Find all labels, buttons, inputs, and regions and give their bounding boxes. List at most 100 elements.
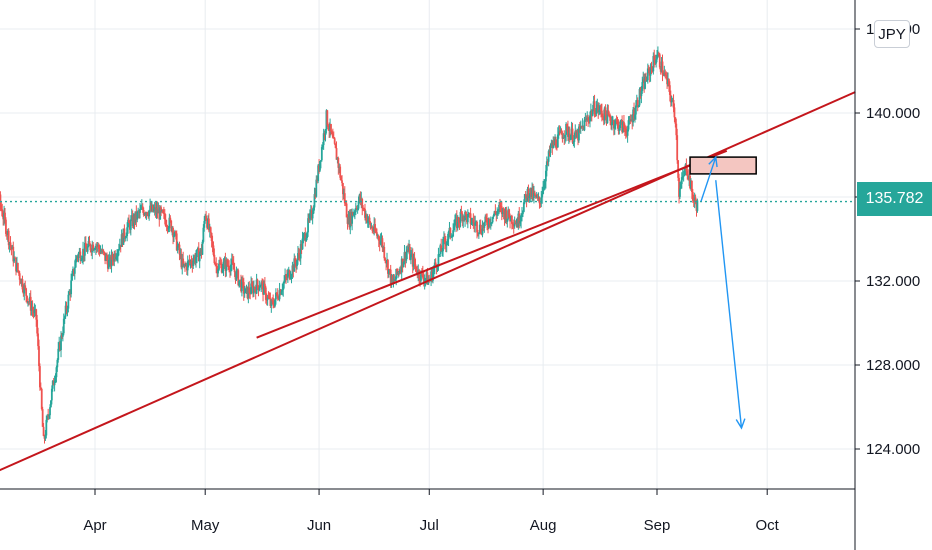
time-axis[interactable]: Apr May Jun Jul Aug Sep Oct: [83, 489, 780, 534]
candle-body: [12, 246, 15, 262]
candle-body: [340, 177, 343, 181]
candle-body: [112, 259, 115, 262]
candle-body: [244, 288, 247, 293]
candle-body: [490, 222, 493, 224]
candle-body: [30, 307, 33, 311]
candle-body: [608, 114, 611, 116]
candle-body: [431, 271, 433, 281]
candle-body: [400, 258, 403, 273]
candle-body: [222, 261, 225, 269]
candle-body: [542, 186, 545, 194]
candle-body: [615, 120, 618, 122]
candle-body: [27, 301, 30, 303]
candle-body: [488, 218, 490, 227]
candle-body: [337, 158, 340, 168]
candle-body: [619, 121, 622, 129]
candle-body: [290, 275, 293, 278]
candle-body: [455, 216, 458, 229]
annotations[interactable]: [0, 91, 856, 478]
candle-body: [560, 130, 563, 135]
candle-body: [364, 208, 366, 218]
candle-body: [529, 187, 532, 196]
candle-body: [367, 217, 370, 221]
candle-body: [27, 301, 29, 303]
candle-body: [173, 235, 175, 238]
candle-body: [234, 272, 237, 280]
candle-body: [501, 208, 504, 215]
candle-body: [345, 203, 348, 218]
candle-body: [578, 126, 581, 129]
candle-body: [588, 120, 590, 122]
candle-body: [192, 260, 195, 266]
candle-body: [108, 257, 111, 260]
candle-body: [426, 272, 429, 285]
candle-body: [41, 409, 44, 427]
candle-body: [268, 298, 271, 300]
candle-body: [220, 263, 223, 273]
candle-body: [320, 147, 323, 161]
candle-body: [275, 292, 278, 295]
candle-body: [376, 232, 378, 236]
candle-body: [489, 222, 492, 225]
candle-body: [9, 242, 12, 246]
candle-body: [241, 279, 243, 292]
candle-body: [668, 85, 671, 95]
candle-body: [227, 265, 230, 267]
candle-body: [630, 119, 633, 122]
candle-body: [49, 407, 51, 416]
candle-body: [292, 265, 295, 272]
candle-body: [151, 204, 153, 211]
candle-body: [231, 259, 234, 264]
candle-body: [604, 107, 607, 116]
candle-body: [671, 99, 674, 102]
candle-body: [418, 270, 421, 279]
currency-badge[interactable]: JPY: [874, 20, 910, 48]
candle-body: [480, 232, 483, 235]
candle-body: [262, 282, 264, 295]
candle-body: [258, 287, 261, 291]
candle-body: [289, 277, 292, 279]
candle-body: [74, 258, 77, 268]
candle-body: [187, 260, 190, 262]
candle-body: [605, 115, 608, 124]
candle-body: [291, 265, 294, 276]
candle-body: [567, 126, 569, 137]
candle-body: [453, 226, 455, 231]
candle-body: [33, 310, 36, 314]
candle-body: [620, 119, 623, 122]
candle-body: [134, 211, 137, 223]
candle-body: [477, 232, 479, 234]
candle-body: [26, 295, 28, 303]
candle-body: [522, 202, 525, 212]
candle-body: [94, 248, 96, 250]
candle-body: [503, 212, 506, 220]
candle-body: [20, 279, 23, 284]
candle-body: [2, 216, 5, 220]
candle-body: [696, 200, 699, 211]
price-axis[interactable]: 124.000128.000132.000136.000140.000144.0…: [855, 21, 920, 458]
candle-body: [407, 249, 410, 252]
candle-body: [527, 188, 530, 198]
candle-body: [422, 277, 425, 283]
candle-body: [81, 258, 84, 260]
candle-body: [16, 263, 19, 271]
candle-body: [505, 210, 508, 222]
candle-body: [277, 298, 280, 300]
candle-body: [611, 122, 613, 126]
candle-body: [433, 262, 436, 268]
candle-body: [18, 273, 21, 280]
candle-body: [265, 299, 268, 301]
candle-body: [634, 114, 636, 119]
candle-body: [260, 282, 263, 287]
candle-body: [43, 435, 46, 439]
candle-body: [370, 227, 373, 229]
candle-body: [573, 135, 576, 142]
candle-body: [652, 56, 655, 72]
candle-body: [443, 237, 445, 239]
candle-body: [224, 259, 227, 271]
candle-body: [255, 279, 258, 294]
candle-body: [504, 210, 507, 220]
candle-body: [538, 197, 541, 204]
candle-body: [133, 215, 136, 223]
